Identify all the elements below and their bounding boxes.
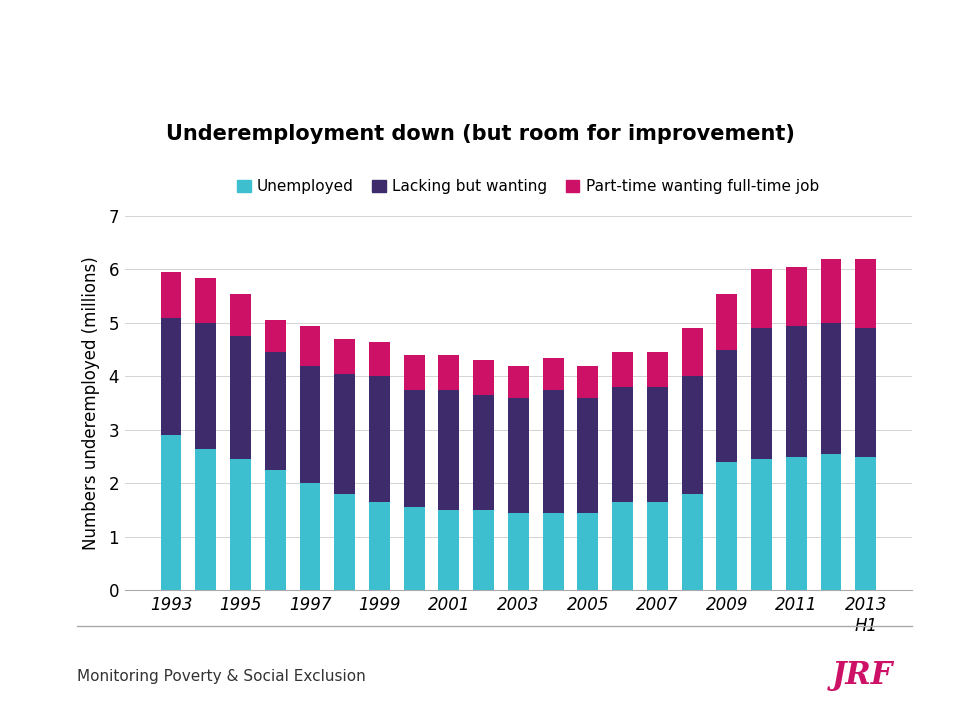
Bar xyxy=(786,456,806,590)
Bar xyxy=(647,387,668,502)
Bar xyxy=(195,323,216,449)
Text: Underemployment down (but room for improvement): Underemployment down (but room for impro… xyxy=(165,124,795,144)
Bar xyxy=(612,352,633,387)
Bar xyxy=(855,328,876,456)
Bar xyxy=(369,342,390,377)
Bar xyxy=(542,513,564,590)
Bar xyxy=(682,328,703,377)
Bar xyxy=(508,366,529,398)
Bar xyxy=(682,377,703,494)
Bar xyxy=(439,355,459,390)
Bar xyxy=(751,459,772,590)
Bar xyxy=(716,294,737,350)
Bar xyxy=(542,390,564,513)
Bar xyxy=(612,502,633,590)
Legend: Unemployed, Lacking but wanting, Part-time wanting full-time job: Unemployed, Lacking but wanting, Part-ti… xyxy=(231,174,825,200)
Bar xyxy=(334,374,355,494)
Bar xyxy=(160,436,181,590)
Bar xyxy=(508,398,529,513)
Bar xyxy=(612,387,633,502)
Bar xyxy=(473,510,494,590)
Bar xyxy=(716,462,737,590)
Bar xyxy=(160,272,181,318)
Text: JRF: JRF xyxy=(831,660,893,691)
Bar xyxy=(786,267,806,325)
Bar xyxy=(821,454,842,590)
Bar xyxy=(473,395,494,510)
Bar xyxy=(647,352,668,387)
Bar xyxy=(334,339,355,374)
Bar xyxy=(265,470,286,590)
Bar xyxy=(473,361,494,395)
Bar xyxy=(821,323,842,454)
Y-axis label: Numbers underemployed (millions): Numbers underemployed (millions) xyxy=(83,256,100,550)
Bar xyxy=(300,325,321,366)
Bar xyxy=(195,277,216,323)
Bar xyxy=(195,449,216,590)
Bar xyxy=(160,318,181,436)
Bar xyxy=(751,269,772,328)
Bar xyxy=(404,508,424,590)
Bar xyxy=(751,328,772,459)
Bar xyxy=(647,502,668,590)
Bar xyxy=(855,456,876,590)
Bar xyxy=(369,502,390,590)
Bar xyxy=(821,258,842,323)
Bar xyxy=(300,483,321,590)
Bar xyxy=(265,352,286,470)
Bar xyxy=(578,398,598,513)
Bar xyxy=(578,366,598,398)
Bar xyxy=(542,358,564,390)
Bar xyxy=(334,494,355,590)
Text: Monitoring Poverty & Social Exclusion: Monitoring Poverty & Social Exclusion xyxy=(77,669,366,684)
Bar xyxy=(439,390,459,510)
Bar xyxy=(682,494,703,590)
Bar xyxy=(404,390,424,508)
Bar xyxy=(300,366,321,483)
Bar xyxy=(716,350,737,462)
Bar xyxy=(578,513,598,590)
Bar xyxy=(786,325,806,456)
Bar xyxy=(439,510,459,590)
Bar xyxy=(265,320,286,352)
Bar xyxy=(855,258,876,328)
Bar xyxy=(404,355,424,390)
Bar xyxy=(230,459,251,590)
Bar xyxy=(230,336,251,459)
Bar xyxy=(369,377,390,502)
Bar xyxy=(230,294,251,336)
Bar xyxy=(508,513,529,590)
